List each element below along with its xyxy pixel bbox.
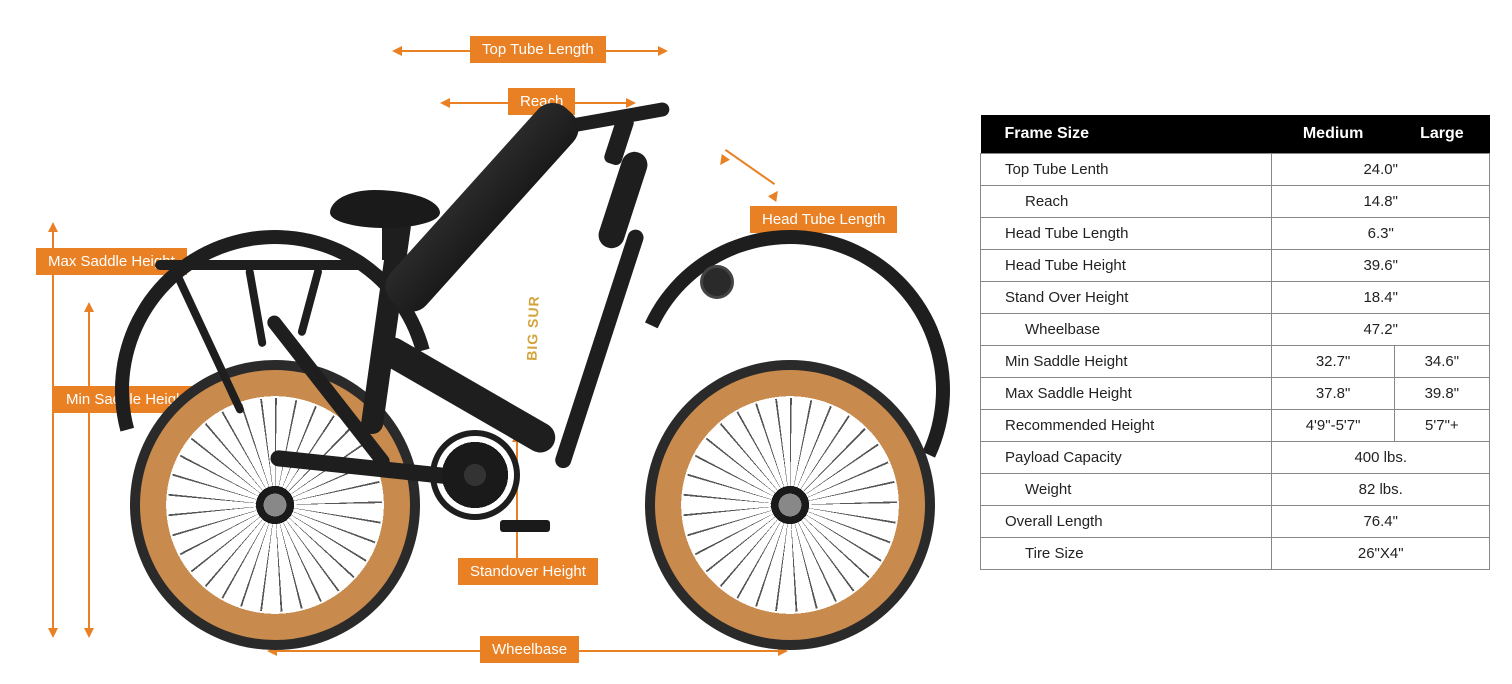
spec-label: Top Tube Lenth (981, 153, 1272, 185)
table-row: Top Tube Lenth24.0" (981, 153, 1490, 185)
brand-text: BIG SUR (524, 295, 542, 361)
arrow-icon (48, 222, 58, 232)
arrow-icon (84, 628, 94, 638)
spec-value: 24.0" (1272, 153, 1490, 185)
label-top-tube-length: Top Tube Length (470, 36, 606, 63)
rear-rack (155, 260, 365, 330)
col-large: Large (1394, 115, 1489, 154)
table-row: Recommended Height4'9"-5'7"5'7"+ (981, 409, 1490, 441)
spec-value: 18.4" (1272, 281, 1490, 313)
table-row: Wheelbase47.2" (981, 313, 1490, 345)
table-row: Payload Capacity400 lbs. (981, 441, 1490, 473)
spec-label: Recommended Height (981, 409, 1272, 441)
spec-label: Head Tube Length (981, 217, 1272, 249)
headlight (700, 265, 734, 299)
spec-value: 82 lbs. (1272, 473, 1490, 505)
spec-label: Reach (981, 185, 1272, 217)
spec-value-large: 34.6" (1394, 345, 1489, 377)
spec-value: 26"X4" (1272, 537, 1490, 569)
spec-value: 76.4" (1272, 505, 1490, 537)
arrow-icon (440, 98, 450, 108)
bike-illustration: BIG SUR (130, 130, 930, 650)
spec-label: Min Saddle Height (981, 345, 1272, 377)
spec-table: Frame Size Medium Large Top Tube Lenth24… (980, 115, 1490, 570)
table-row: Head Tube Length6.3" (981, 217, 1490, 249)
col-frame-size: Frame Size (981, 115, 1272, 154)
spec-value: 400 lbs. (1272, 441, 1490, 473)
spec-value: 39.6" (1272, 249, 1490, 281)
spec-label: Head Tube Height (981, 249, 1272, 281)
table-row: Max Saddle Height37.8"39.8" (981, 377, 1490, 409)
pedal (500, 520, 550, 532)
spec-label: Stand Over Height (981, 281, 1272, 313)
table-header-row: Frame Size Medium Large (981, 115, 1490, 154)
table-row: Stand Over Height18.4" (981, 281, 1490, 313)
dim-max-saddle-line (52, 230, 54, 630)
saddle (330, 190, 440, 228)
arrow-icon (658, 46, 668, 56)
table-row: Overall Length76.4" (981, 505, 1490, 537)
front-wheel (645, 360, 935, 650)
spec-table-panel: Frame Size Medium Large Top Tube Lenth24… (980, 115, 1490, 570)
spec-label: Wheelbase (981, 313, 1272, 345)
table-row: Weight82 lbs. (981, 473, 1490, 505)
spec-label: Overall Length (981, 505, 1272, 537)
handlebar (570, 115, 690, 165)
spec-label: Max Saddle Height (981, 377, 1272, 409)
spec-value: 47.2" (1272, 313, 1490, 345)
table-row: Tire Size26"X4" (981, 537, 1490, 569)
spec-value-large: 5'7"+ (1394, 409, 1489, 441)
spec-label: Payload Capacity (981, 441, 1272, 473)
page-container: Top Tube Length Reach Head Tube Length M… (0, 0, 1512, 684)
front-fork (553, 228, 645, 471)
table-row: Min Saddle Height32.7"34.6" (981, 345, 1490, 377)
arrow-icon (392, 46, 402, 56)
table-row: Reach14.8" (981, 185, 1490, 217)
rack-leg (297, 267, 323, 337)
arrow-icon (84, 302, 94, 312)
spec-label: Tire Size (981, 537, 1272, 569)
spec-value-large: 39.8" (1394, 377, 1489, 409)
spec-value: 6.3" (1272, 217, 1490, 249)
spec-label: Weight (981, 473, 1272, 505)
spec-value: 14.8" (1272, 185, 1490, 217)
col-medium: Medium (1272, 115, 1394, 154)
spec-value-medium: 4'9"-5'7" (1272, 409, 1394, 441)
bike-diagram: Top Tube Length Reach Head Tube Length M… (0, 0, 960, 684)
dim-min-saddle-line (88, 310, 90, 630)
crank-chainring (430, 430, 520, 520)
spec-value-medium: 32.7" (1272, 345, 1394, 377)
arrow-icon (48, 628, 58, 638)
table-row: Head Tube Height39.6" (981, 249, 1490, 281)
spec-value-medium: 37.8" (1272, 377, 1394, 409)
rack-top (155, 260, 365, 270)
